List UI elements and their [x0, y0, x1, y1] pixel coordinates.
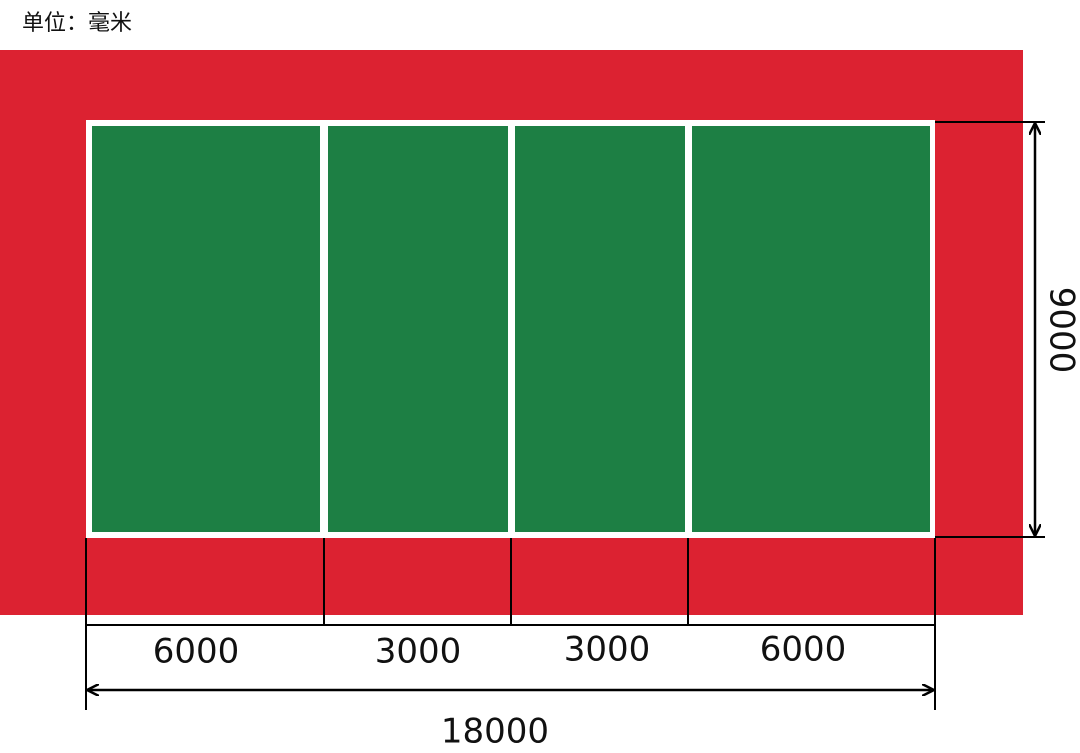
- section-length: 6000: [153, 632, 240, 672]
- unit-label: 单位：毫米: [22, 11, 132, 36]
- section-length: 6000: [760, 630, 847, 670]
- court-zone: [92, 126, 320, 532]
- section-length: 3000: [375, 632, 462, 672]
- court-zone: [692, 126, 930, 532]
- court-width: 9000: [1042, 287, 1080, 374]
- court-zone: [515, 126, 685, 532]
- total-length: 18000: [441, 712, 549, 752]
- section-length: 3000: [564, 630, 651, 670]
- court-zone: [328, 126, 508, 532]
- dimension-lines: [85, 121, 1045, 710]
